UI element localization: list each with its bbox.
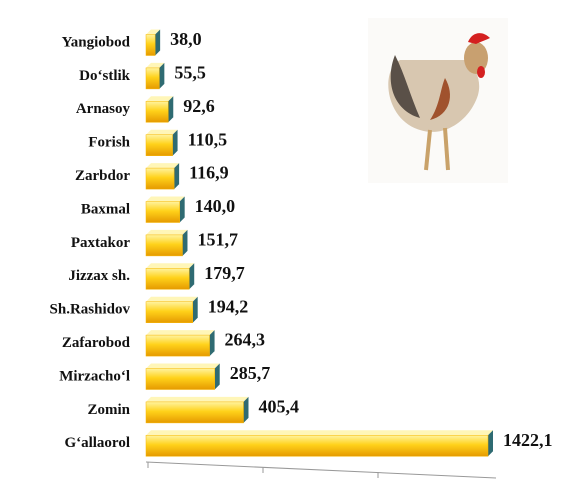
category-label: Zarbdor — [75, 168, 130, 184]
bar — [146, 235, 182, 256]
category-label: Baxmal — [81, 201, 130, 217]
category-label: Arnasoy — [76, 101, 131, 117]
value-label: 92,6 — [183, 96, 215, 116]
category-label: G‘allaorol — [64, 435, 130, 451]
bar — [146, 168, 174, 189]
value-label: 55,5 — [174, 63, 206, 83]
category-label: Sh.Rashidov — [50, 302, 131, 318]
bar — [146, 35, 155, 56]
value-label: 140,0 — [195, 196, 236, 216]
page: {"chart_data": {"type": "bar", "orientat… — [0, 0, 570, 479]
rooster-photo — [368, 18, 508, 183]
bar — [146, 135, 173, 156]
category-label: Mirzacho‘l — [59, 368, 130, 384]
value-label: 110,5 — [188, 129, 228, 149]
bar — [146, 402, 243, 423]
bar-top — [146, 197, 185, 202]
chart: Yangiobod 38,0 Do‘stlik 55,5 Arnasoy 92,6 Fori… — [0, 0, 570, 479]
bar — [146, 68, 159, 89]
bar-top — [146, 297, 198, 302]
bar — [146, 202, 180, 223]
bar — [146, 369, 215, 390]
value-label: 116,9 — [189, 163, 229, 183]
value-label: 405,4 — [258, 397, 299, 417]
category-label: Yangiobod — [62, 34, 131, 50]
bar — [146, 302, 193, 323]
value-label: 151,7 — [197, 230, 238, 250]
category-label: Jizzax sh. — [68, 268, 130, 284]
category-label: Paxtakor — [71, 235, 131, 251]
bar-top — [146, 230, 187, 235]
bar — [146, 101, 168, 122]
bar-top — [146, 397, 248, 402]
bar-top — [146, 364, 220, 369]
value-label: 264,3 — [225, 330, 265, 350]
value-label: 179,7 — [204, 263, 245, 283]
bar — [146, 435, 488, 456]
x-axis — [146, 462, 496, 478]
bar-top — [146, 130, 178, 135]
bar-top — [146, 430, 493, 435]
category-label: Do‘stlik — [79, 68, 130, 84]
category-label: Zafarobod — [62, 335, 131, 351]
category-label: Forish — [88, 135, 130, 151]
value-label: 38,0 — [170, 29, 202, 49]
bar-top — [146, 263, 194, 268]
bar — [146, 335, 210, 356]
category-label: Zomin — [87, 402, 130, 418]
value-label: 285,7 — [230, 363, 271, 383]
value-label: 194,2 — [208, 296, 249, 316]
bar-top — [146, 330, 215, 335]
bar — [146, 268, 189, 289]
value-label: 1422,1 — [503, 430, 553, 450]
bar-top — [146, 163, 179, 168]
